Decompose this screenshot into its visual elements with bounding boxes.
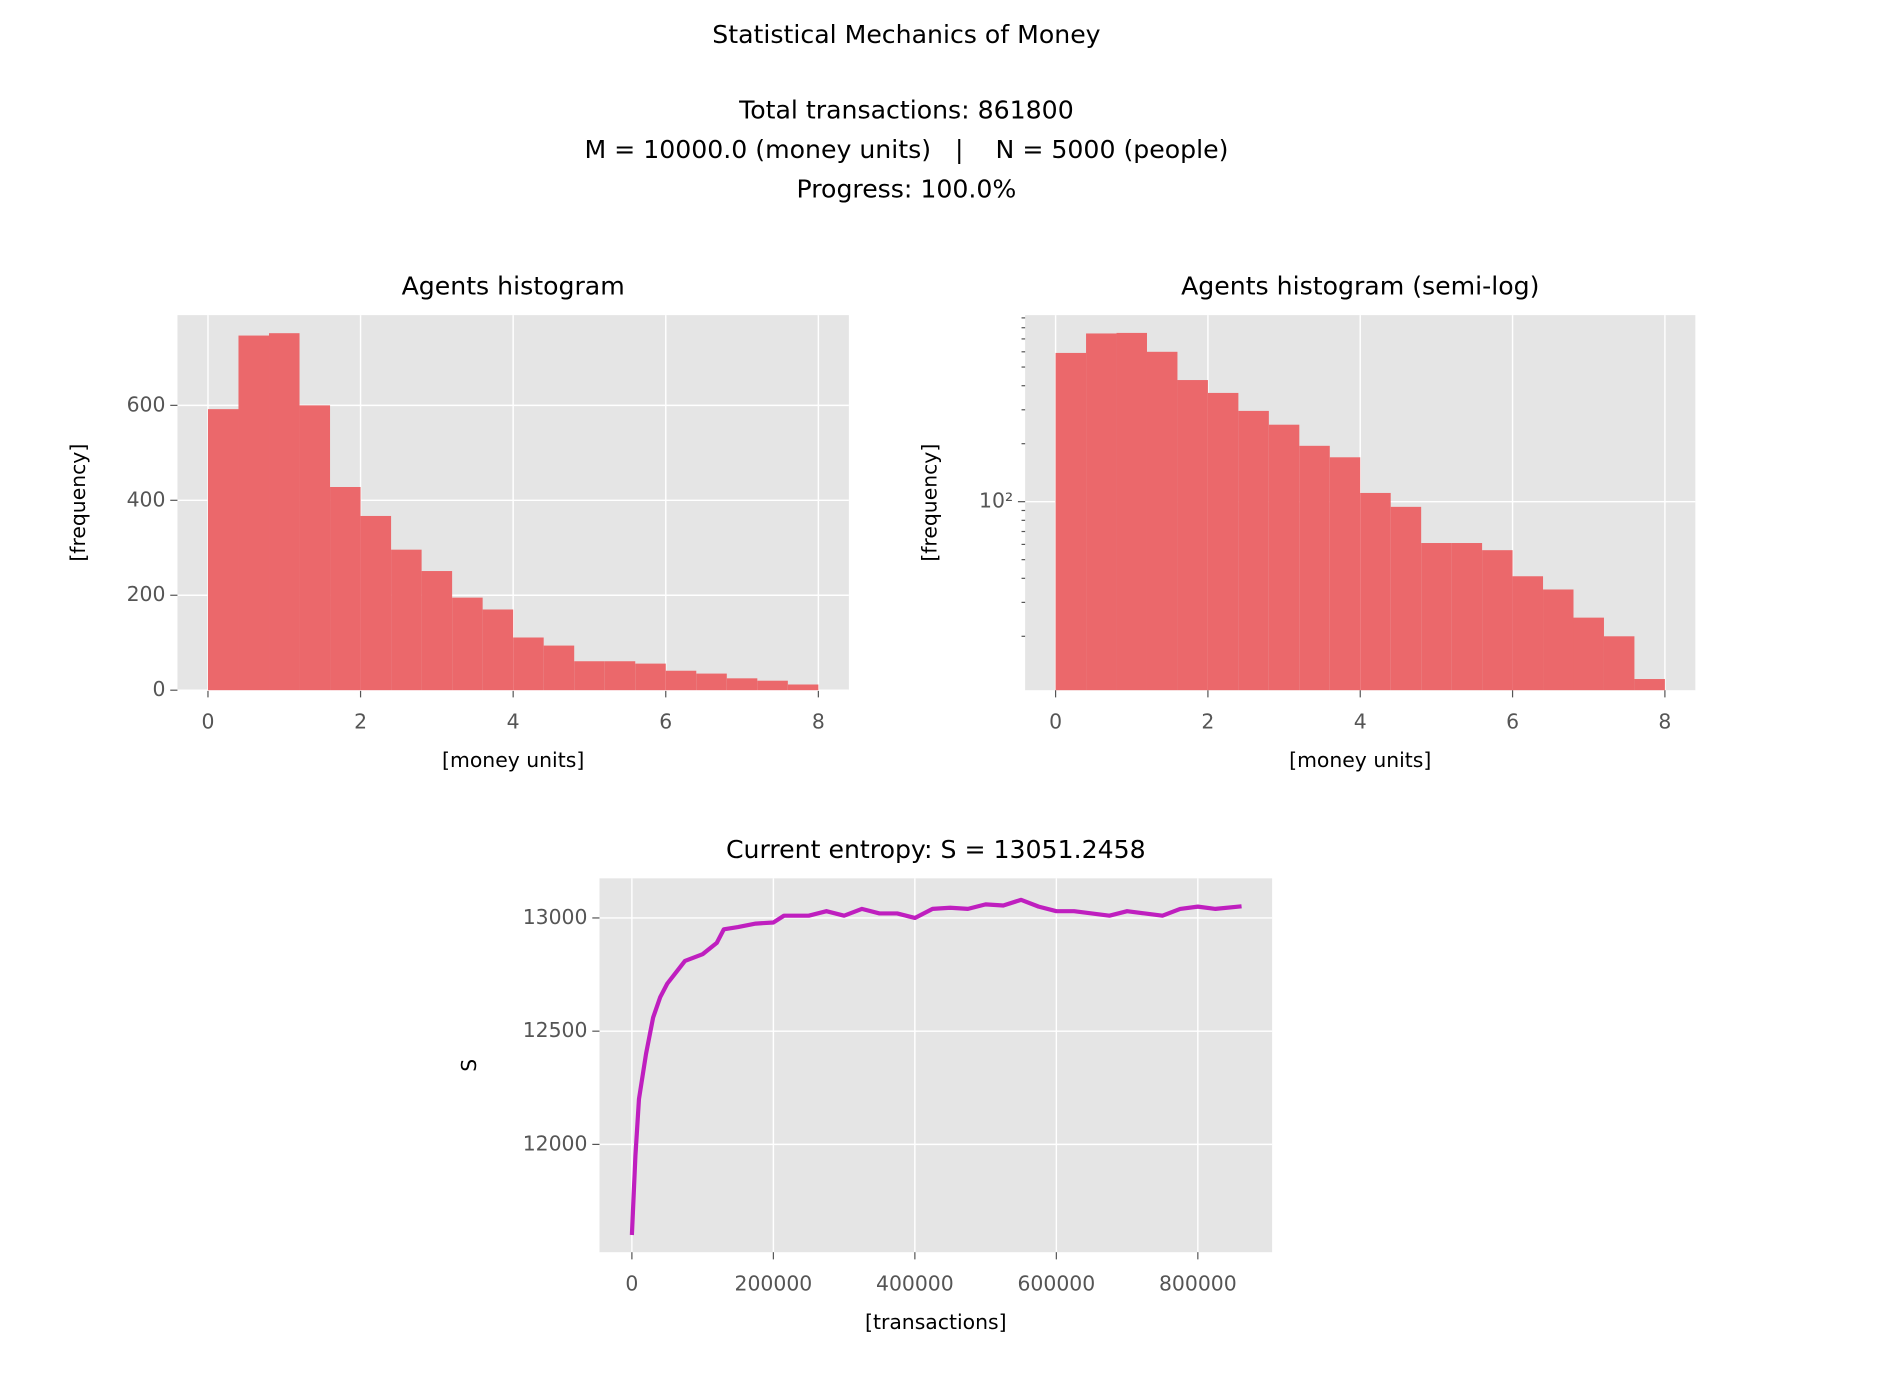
bar [665,670,697,691]
x-axis-label: [transactions] [865,1310,1007,1334]
chart-title: Agents histogram [402,272,625,301]
figure-title: Statistical Mechanics of Money [712,20,1100,49]
bar [391,549,422,691]
x-tick-label: 4 [1354,710,1367,734]
bar [1451,543,1483,691]
bar [1573,617,1604,691]
bar [1512,576,1544,691]
bar [1390,506,1422,691]
figure-subtitle: Progress: 100.0% [797,175,1017,204]
bar [269,333,300,691]
bar [1543,589,1574,691]
bar [635,663,666,691]
bar [1482,550,1513,691]
line [629,897,1242,1236]
bar [513,637,544,691]
bar [1634,679,1665,691]
chart-title: Agents histogram (semi-log) [1181,272,1539,301]
x-axis-label: [money units] [1289,748,1431,772]
x-tick-label: 6 [1506,710,1519,734]
bar [787,684,819,691]
plot-area [599,878,1273,1253]
bar [757,680,788,691]
bar [1177,380,1208,691]
x-tick-label: 200000 [734,1272,812,1296]
x-tick-label: 2 [354,710,367,734]
y-tick-label: 600 [127,392,166,416]
x-tick-label: 0 [625,1272,638,1296]
y-tick-label: 12500 [523,1018,588,1042]
bar [360,515,392,691]
bar [482,609,514,691]
bar [1086,333,1117,691]
y-tick-label: 0 [152,677,165,701]
x-tick-label: 8 [812,710,825,734]
x-axis-label: [money units] [442,748,584,772]
bar [574,661,605,691]
bar [696,673,727,691]
bar [1329,457,1361,691]
x-tick-label: 6 [659,710,672,734]
bar [1268,424,1300,691]
chart-title: Current entropy: S = 13051.2458 [726,835,1146,864]
figure-subtitle: Total transactions: 861800 [738,95,1074,124]
bar [1207,392,1239,691]
y-tick-label: 200 [127,582,166,606]
bar [330,487,361,691]
y-axis-label: [frequency] [66,444,90,562]
y-tick-label: 400 [127,487,166,511]
bar [1360,492,1391,691]
bar [1146,351,1178,691]
x-tick-label: 4 [507,710,520,734]
bar [1055,352,1087,691]
bar [543,645,575,691]
figure-subtitle: M = 10000.0 (money units) | N = 5000 (pe… [584,135,1228,164]
x-tick-label: 0 [201,710,214,734]
bar [421,571,453,691]
bar [452,597,483,691]
bar [1238,410,1269,691]
bar [299,405,331,691]
bar [604,661,636,691]
bar [726,678,758,691]
bar [1299,445,1330,691]
y-tick-label: 12000 [523,1131,588,1155]
x-tick-label: 400000 [876,1272,954,1296]
bar [207,409,239,691]
x-tick-label: 0 [1049,710,1062,734]
x-tick-label: 2 [1201,710,1214,734]
y-tick-label: 10² [979,489,1013,513]
bar [1603,636,1635,691]
x-tick-label: 8 [1658,710,1671,734]
y-axis-label: [frequency] [917,444,941,562]
bar [1116,332,1147,691]
y-tick-label: 13000 [523,905,588,929]
x-tick-label: 600000 [1017,1272,1095,1296]
bar [238,335,270,691]
bar [1421,543,1452,691]
y-axis-label: S [457,1059,481,1072]
x-tick-label: 800000 [1159,1272,1237,1296]
